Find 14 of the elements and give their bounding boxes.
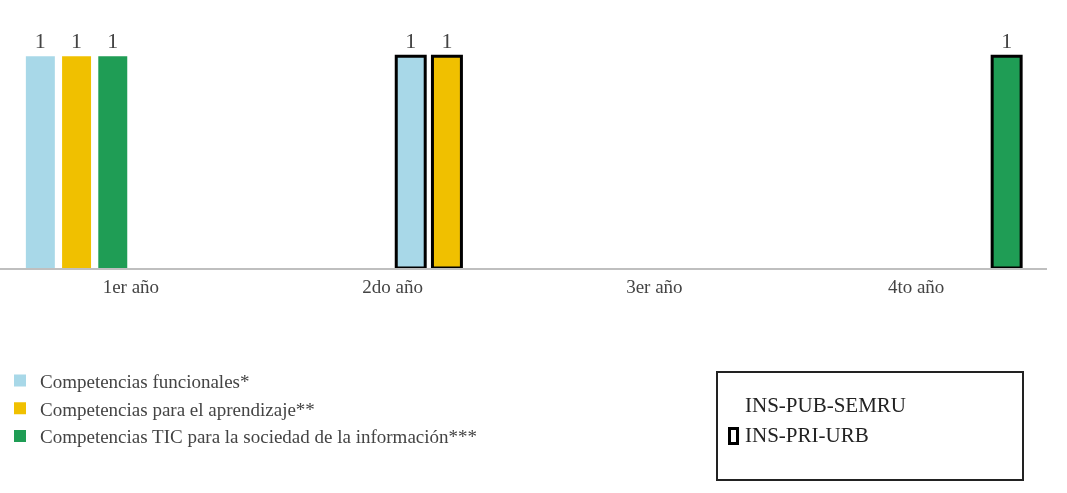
x-tick-label: 4to año [887,275,945,297]
data-label: 1 [441,28,453,54]
data-label: 1 [405,28,417,54]
x-tick-label: 2do año [362,275,423,297]
x-tick-label: 3er año [626,275,683,297]
legend-label: Competencias TIC para la sociedad de la información*** [40,426,478,448]
legend-label: Competencias funcionales* [40,370,250,392]
legend-box: INS-PUB-SEMRU INS-PRI-URB [716,371,1024,481]
data-label: 1 [71,28,83,54]
x-tick-label: 1er año [102,275,160,297]
legend-label: Competencias para el aprendizaje** [40,398,315,420]
data-label: 1 [107,28,119,54]
data-label: 1 [34,28,46,54]
data-label: 1 [1001,28,1013,54]
